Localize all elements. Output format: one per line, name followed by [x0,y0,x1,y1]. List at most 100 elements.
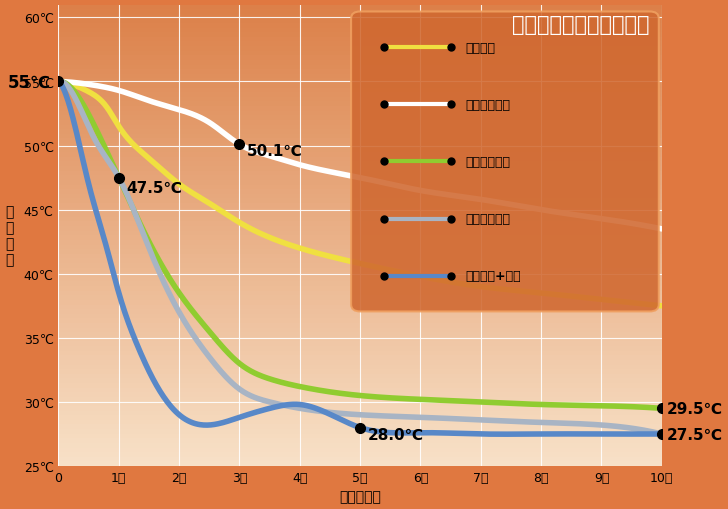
Bar [58,425,662,429]
Bar [58,75,662,79]
Bar [58,157,662,162]
Bar [58,420,662,425]
Bar [58,111,662,116]
Bar [58,15,662,19]
Bar [58,79,662,84]
Bar [58,415,662,420]
Bar [58,314,662,319]
Bar [58,66,662,70]
Bar [58,287,662,291]
Bar [58,388,662,392]
Bar [58,434,662,438]
Bar [58,125,662,130]
Bar [58,305,662,309]
Bar [58,332,662,337]
Bar [58,379,662,383]
Text: エアコン内気: エアコン内気 [466,213,511,225]
Bar [58,448,662,453]
Bar [58,323,662,328]
Bar [58,273,662,277]
X-axis label: 経過　時間: 経過 時間 [339,490,381,503]
Bar [58,38,662,42]
Bar [58,319,662,323]
Bar [58,153,662,157]
Bar [58,443,662,448]
Bar [58,296,662,300]
Text: エアコン+走行: エアコン+走行 [466,270,521,283]
Bar [58,264,662,268]
Bar [58,245,662,249]
Bar [58,236,662,240]
Bar [58,33,662,38]
Bar [58,254,662,259]
Bar [58,309,662,314]
Bar [58,144,662,148]
Text: 50.1℃: 50.1℃ [247,144,303,159]
Bar [58,116,662,121]
Bar [58,56,662,61]
Bar [58,51,662,56]
Bar [58,185,662,190]
Text: 28.0℃: 28.0℃ [368,427,424,442]
Bar [58,204,662,208]
Bar [58,167,662,172]
Text: 29.5℃: 29.5℃ [667,401,723,416]
Bar [58,70,662,75]
Bar [58,429,662,434]
Text: 冷却スプレー: 冷却スプレー [466,99,511,111]
Y-axis label: 車
内
温
度: 車 内 温 度 [6,205,14,267]
Bar [58,134,662,139]
Bar [58,24,662,29]
Bar [58,240,662,245]
Bar [58,190,662,194]
Bar [58,121,662,125]
Bar [58,84,662,89]
Bar [58,337,662,342]
Bar [58,342,662,346]
Bar [58,453,662,457]
Bar [58,47,662,51]
Text: エアコン外気: エアコン外気 [466,156,511,168]
Bar [58,383,662,388]
Bar [58,411,662,415]
Text: 対策別、車内温度の変化: 対策別、車内温度の変化 [513,15,649,35]
Text: 55℃: 55℃ [8,73,51,91]
Bar [58,231,662,236]
Bar [58,102,662,107]
Bar [58,172,662,176]
Bar [58,374,662,379]
Bar [58,360,662,365]
Bar [58,29,662,33]
Bar [58,107,662,111]
Bar [58,268,662,273]
Bar [58,10,662,15]
Bar [58,457,662,462]
Bar [58,277,662,282]
Bar [58,208,662,213]
Bar [58,130,662,134]
Bar [58,259,662,264]
Bar [58,397,662,402]
Bar [58,249,662,254]
FancyBboxPatch shape [351,12,659,312]
Text: 47.5℃: 47.5℃ [126,181,182,196]
Bar [58,365,662,370]
Bar [58,346,662,351]
Bar [58,282,662,287]
Bar [58,6,662,10]
Bar [58,227,662,231]
Bar [58,148,662,153]
Bar [58,181,662,185]
Bar [58,213,662,217]
Text: ドア開閉: ドア開閉 [466,41,496,54]
Bar [58,199,662,204]
Bar [58,392,662,397]
Bar [58,98,662,102]
Bar [58,438,662,443]
Bar [58,194,662,199]
Bar [58,351,662,356]
Bar [58,291,662,296]
Bar [58,406,662,411]
Bar [58,402,662,406]
Bar [58,462,662,466]
